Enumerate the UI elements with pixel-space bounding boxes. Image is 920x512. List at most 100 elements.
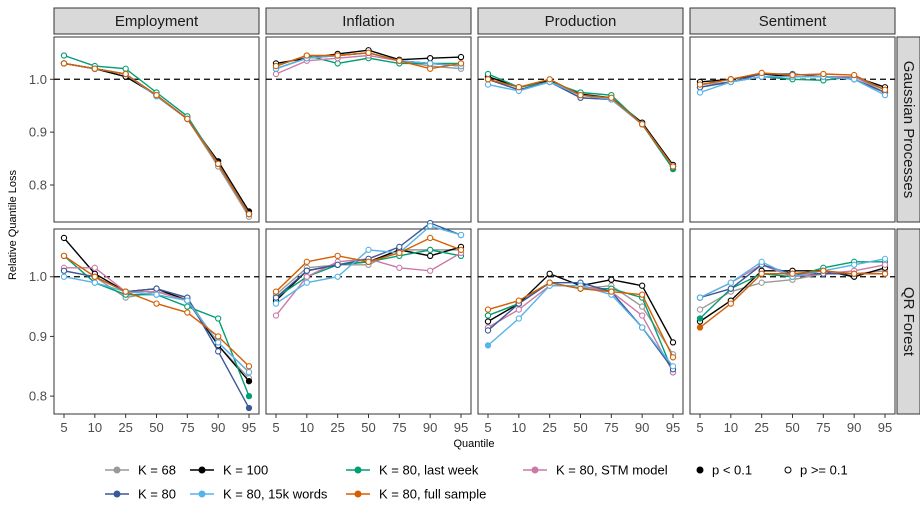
- data-point: [91, 65, 98, 72]
- strip-label-production: Production: [545, 13, 617, 30]
- data-point: [60, 52, 68, 59]
- data-point: [184, 303, 191, 310]
- y-tick-label: 0.9: [29, 329, 47, 344]
- data-point: [639, 282, 646, 289]
- data-point: [303, 267, 310, 274]
- x-tick-label: 25: [542, 420, 556, 435]
- data-point: [484, 306, 492, 313]
- panel-gaussian-processes-sentiment: [689, 36, 896, 223]
- data-point: [457, 246, 465, 254]
- data-point: [396, 249, 403, 257]
- x-tick-label: 90: [211, 420, 225, 435]
- x-tick-label: 25: [754, 420, 768, 435]
- x-tick-label: 10: [724, 420, 738, 435]
- data-point: [303, 52, 310, 59]
- data-point: [303, 258, 310, 265]
- data-point: [484, 318, 492, 325]
- panel-gaussian-processes-production: [477, 36, 684, 223]
- data-point: [184, 309, 191, 316]
- data-point: [515, 315, 522, 322]
- strip-sentiment: [689, 7, 896, 35]
- x-tick-label: 95: [242, 420, 256, 435]
- data-point: [639, 303, 646, 310]
- x-tick-label: 90: [423, 420, 437, 435]
- data-point: [881, 270, 889, 277]
- data-point: [245, 392, 253, 400]
- data-point: [215, 160, 222, 168]
- data-point: [153, 291, 160, 298]
- x-tick-label: 25: [330, 420, 344, 435]
- data-point: [245, 210, 253, 218]
- strip-production: [477, 7, 684, 35]
- data-point: [60, 267, 68, 274]
- x-tick-label: 95: [878, 420, 892, 435]
- data-point: [272, 70, 280, 78]
- data-point: [60, 60, 68, 67]
- data-point: [427, 54, 434, 62]
- y-tick-label: 1.0: [29, 72, 47, 87]
- data-point: [820, 70, 827, 78]
- data-point: [272, 288, 280, 295]
- data-point: [184, 115, 191, 123]
- data-point: [91, 279, 98, 286]
- strip-inflation: [265, 7, 472, 35]
- data-point: [245, 363, 253, 370]
- data-point: [851, 71, 858, 79]
- data-point: [303, 279, 310, 286]
- data-point: [758, 69, 765, 77]
- data-point: [639, 324, 646, 331]
- x-tick-label: 50: [785, 420, 799, 435]
- legend-label: K = 80, 15k words: [223, 487, 328, 502]
- data-point: [669, 354, 677, 361]
- data-point: [272, 294, 280, 301]
- panel-qr-forest-sentiment: [689, 228, 896, 415]
- data-point: [639, 291, 646, 298]
- data-point: [881, 255, 889, 262]
- data-point: [427, 65, 434, 72]
- data-point: [546, 270, 553, 277]
- data-point: [608, 276, 615, 283]
- data-point: [820, 267, 827, 274]
- legend-label-not-significant: p >= 0.1: [800, 463, 848, 478]
- x-tick-label: 10: [512, 420, 526, 435]
- strip-label-employment: Employment: [115, 13, 199, 30]
- legend-label: K = 100: [223, 463, 268, 478]
- data-point: [365, 49, 372, 57]
- x-tick-label: 90: [635, 420, 649, 435]
- data-point: [272, 300, 280, 307]
- data-point: [153, 300, 160, 307]
- legend-key-filled-point: [696, 466, 704, 474]
- data-point: [696, 294, 704, 301]
- data-point: [427, 252, 434, 260]
- y-axis-title: Relative Quantile Loss: [7, 169, 19, 280]
- x-tick-label: 5: [60, 420, 67, 435]
- data-point: [727, 76, 734, 83]
- x-tick-label: 50: [573, 420, 587, 435]
- panel-qr-forest-production: [477, 228, 684, 415]
- data-point: [60, 234, 68, 242]
- data-point: [789, 71, 796, 79]
- data-point: [457, 60, 465, 67]
- x-tick-label: 10: [300, 420, 314, 435]
- x-tick-label: 5: [272, 420, 279, 435]
- data-point: [484, 342, 492, 349]
- x-axis-title: Quantile: [454, 438, 495, 450]
- data-point: [639, 312, 646, 319]
- legend-label: K = 80, last week: [379, 463, 479, 478]
- data-point: [334, 273, 341, 280]
- data-point: [484, 81, 492, 88]
- data-point: [758, 270, 765, 277]
- data-point: [758, 258, 765, 265]
- legend-label: K = 80: [138, 487, 176, 502]
- data-point: [758, 279, 765, 286]
- data-point: [727, 300, 734, 307]
- data-point: [484, 70, 492, 78]
- legend-label-significant: p < 0.1: [712, 463, 752, 478]
- data-point: [881, 91, 889, 99]
- data-point: [546, 76, 553, 83]
- data-point: [396, 243, 403, 251]
- data-point: [272, 62, 280, 70]
- strip-label-qr-forest: QR Forest: [900, 287, 917, 357]
- data-point: [881, 86, 889, 94]
- data-point: [215, 315, 222, 322]
